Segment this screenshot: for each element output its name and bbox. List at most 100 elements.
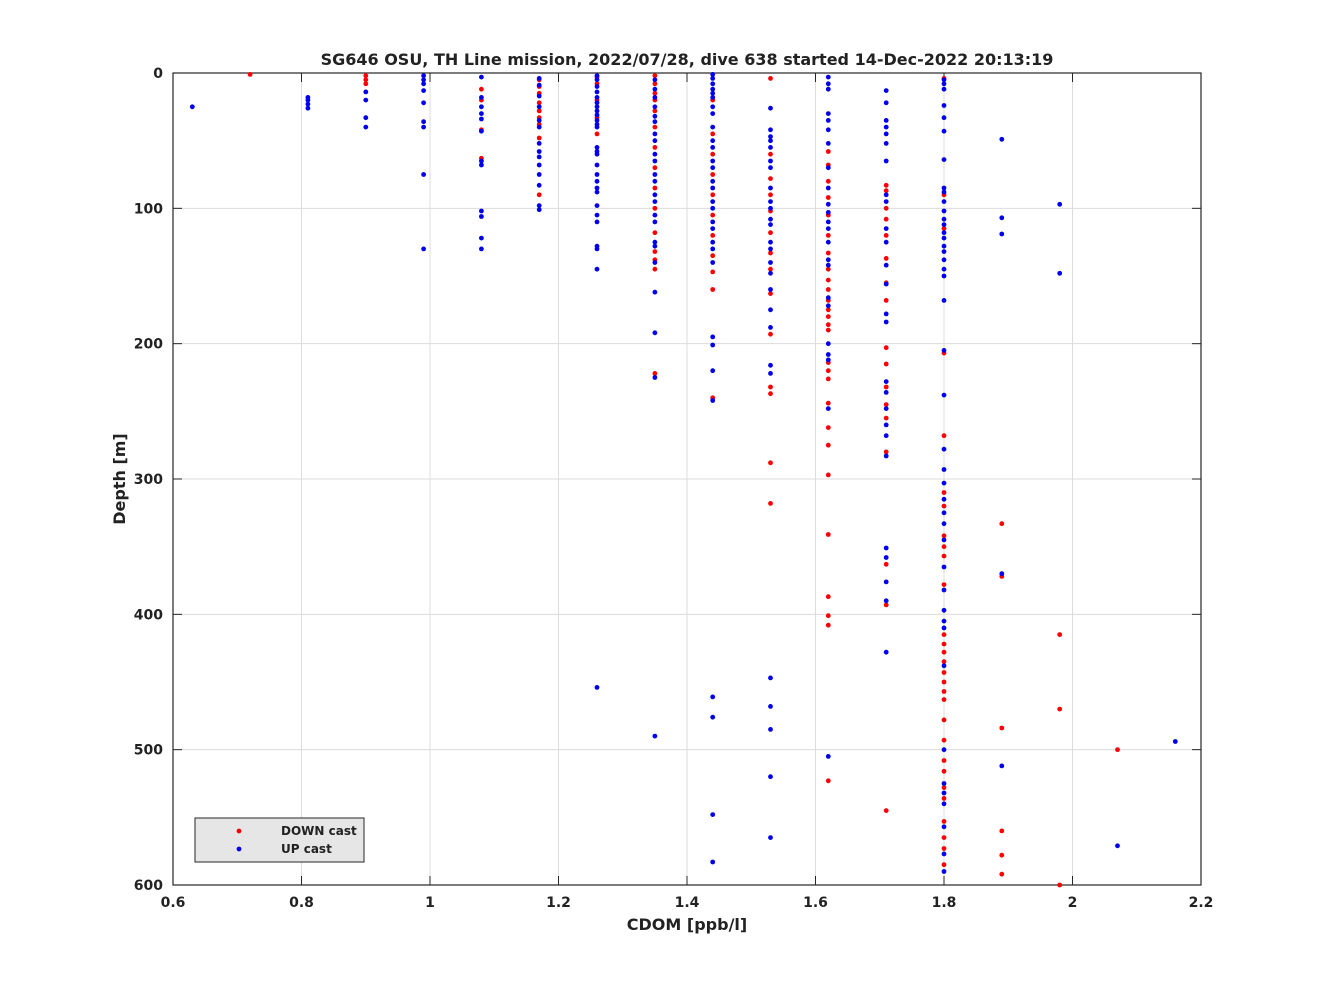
down-cast-point xyxy=(536,135,542,141)
up-cast-point xyxy=(825,118,831,123)
down-cast-point xyxy=(363,73,369,79)
up-cast-point xyxy=(363,124,369,130)
down-cast-point xyxy=(652,145,658,150)
up-cast-point xyxy=(652,199,658,205)
down-cast-point xyxy=(941,717,947,723)
down-cast-point xyxy=(768,384,773,390)
down-cast-point xyxy=(883,233,889,238)
down-cast-point xyxy=(941,533,947,539)
up-cast-point xyxy=(768,145,773,150)
down-cast-point xyxy=(825,250,831,256)
up-cast-point xyxy=(825,201,831,207)
up-cast-point xyxy=(594,162,600,168)
up-cast-point xyxy=(479,235,484,241)
down-cast-point xyxy=(825,307,831,313)
up-cast-point xyxy=(768,138,773,144)
down-cast-point xyxy=(768,331,773,337)
up-cast-point xyxy=(768,270,773,276)
up-cast-point xyxy=(594,266,600,272)
down-cast-point xyxy=(710,212,716,218)
up-cast-point xyxy=(825,219,831,225)
down-cast-point xyxy=(883,205,889,211)
up-cast-point xyxy=(594,104,600,110)
up-cast-point xyxy=(594,145,600,150)
up-cast-point xyxy=(883,100,889,106)
up-cast-point xyxy=(825,74,831,80)
down-cast-point xyxy=(825,400,831,406)
down-cast-point xyxy=(883,361,889,367)
down-cast-point xyxy=(652,108,658,114)
up-cast-point xyxy=(825,257,831,263)
up-cast-point xyxy=(941,851,947,857)
up-cast-point xyxy=(883,390,889,395)
up-cast-point xyxy=(941,781,947,786)
up-cast-point xyxy=(652,289,658,295)
up-cast-point xyxy=(479,74,484,80)
y-tick-label: 0 xyxy=(153,66,163,82)
up-cast-point xyxy=(768,727,773,732)
up-cast-point xyxy=(594,100,600,106)
up-cast-point xyxy=(768,246,773,252)
up-cast-point xyxy=(305,105,311,111)
up-cast-point xyxy=(941,587,947,593)
up-cast-point xyxy=(479,246,484,252)
up-cast-point xyxy=(825,295,831,301)
up-cast-point xyxy=(768,835,773,840)
down-cast-point xyxy=(768,230,773,236)
down-cast-point xyxy=(768,76,773,81)
down-cast-point xyxy=(710,253,716,259)
up-cast-point xyxy=(536,93,542,99)
down-cast-point xyxy=(883,808,889,813)
up-cast-point xyxy=(479,116,484,122)
up-cast-point xyxy=(768,216,773,222)
up-cast-point xyxy=(652,219,658,225)
up-cast-point xyxy=(421,172,426,177)
up-cast-point xyxy=(594,84,600,89)
down-cast-point xyxy=(941,490,947,495)
up-cast-point xyxy=(710,138,716,144)
up-cast-point xyxy=(594,212,600,218)
up-cast-point xyxy=(710,145,716,150)
up-cast-point xyxy=(652,113,658,119)
down-cast-point xyxy=(710,192,716,198)
down-cast-point xyxy=(768,250,773,256)
up-cast-point xyxy=(652,95,658,100)
down-cast-point xyxy=(710,151,716,157)
up-cast-point xyxy=(883,88,889,93)
down-cast-point xyxy=(941,819,947,824)
up-cast-point xyxy=(536,76,542,81)
up-cast-point xyxy=(710,158,716,164)
up-cast-point xyxy=(536,154,542,160)
up-cast-point xyxy=(710,72,716,77)
down-cast-point xyxy=(710,131,716,137)
down-cast-point xyxy=(883,449,889,455)
down-cast-point xyxy=(768,291,773,296)
up-cast-point xyxy=(768,675,773,681)
up-cast-point xyxy=(999,215,1005,221)
down-cast-point xyxy=(536,108,542,114)
up-cast-point xyxy=(594,112,600,118)
down-cast-point xyxy=(825,532,831,537)
legend-marker-down-cast xyxy=(236,828,242,834)
up-cast-point xyxy=(421,88,426,93)
up-cast-point xyxy=(652,131,658,137)
up-cast-point xyxy=(825,262,831,268)
up-cast-point xyxy=(594,246,600,252)
up-cast-point xyxy=(999,231,1005,237)
down-cast-point xyxy=(825,277,831,283)
up-cast-point xyxy=(710,694,716,700)
up-cast-point xyxy=(652,212,658,218)
down-cast-point xyxy=(652,249,658,255)
down-cast-point xyxy=(941,796,947,801)
down-cast-point xyxy=(652,124,658,130)
up-cast-point xyxy=(941,216,947,222)
up-cast-point xyxy=(941,86,947,92)
up-cast-point xyxy=(883,579,889,585)
down-cast-point xyxy=(941,768,947,774)
up-cast-point xyxy=(941,257,947,263)
up-cast-point xyxy=(825,185,831,191)
y-tick-label: 100 xyxy=(134,201,163,217)
down-cast-point xyxy=(363,81,369,87)
up-cast-point xyxy=(941,607,947,613)
